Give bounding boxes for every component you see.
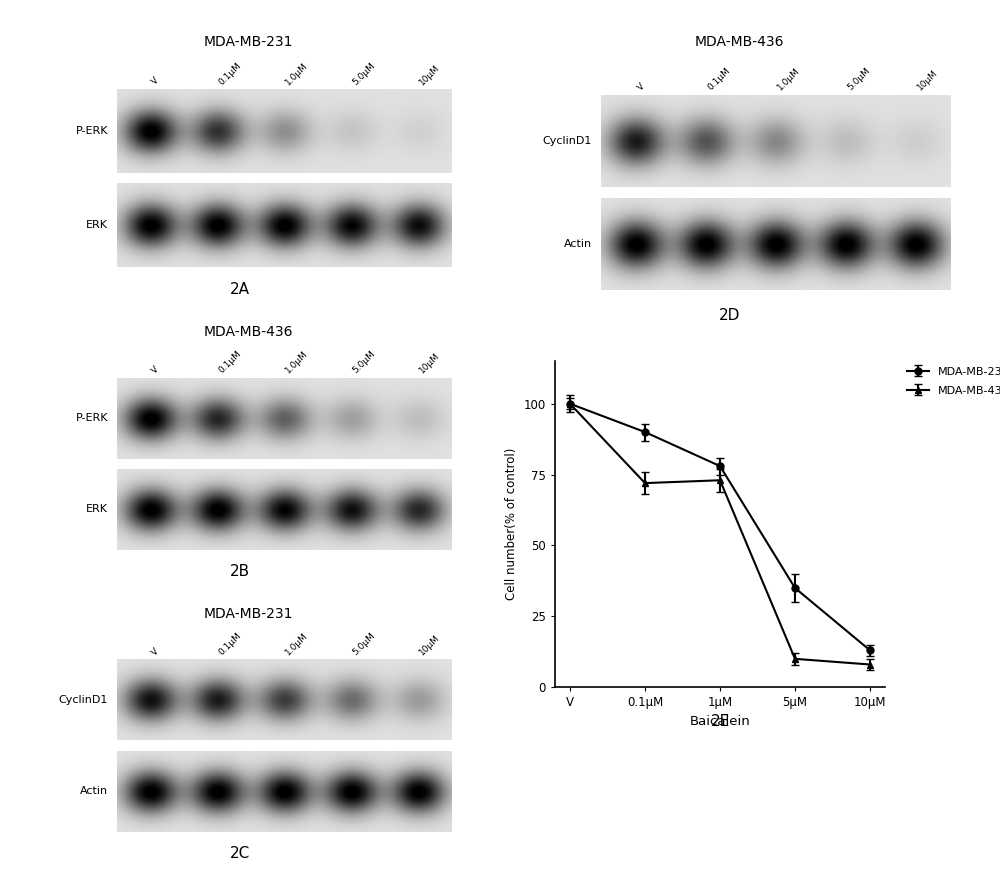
Text: MDA-MB-231: MDA-MB-231 bbox=[204, 34, 294, 48]
Text: 5.0μM: 5.0μM bbox=[846, 66, 872, 93]
Text: 2D: 2D bbox=[719, 308, 741, 323]
Text: 2B: 2B bbox=[230, 564, 250, 579]
Text: MDA-MB-231: MDA-MB-231 bbox=[204, 607, 294, 621]
Text: 10μM: 10μM bbox=[418, 633, 442, 657]
Text: CyclinD1: CyclinD1 bbox=[59, 695, 108, 705]
Bar bbox=[117, 469, 451, 550]
Text: 1.0μM: 1.0μM bbox=[776, 66, 802, 93]
Text: V: V bbox=[150, 365, 161, 375]
Text: 10μM: 10μM bbox=[418, 352, 442, 375]
Text: 0.1μM: 0.1μM bbox=[217, 631, 243, 657]
X-axis label: Baicalein: Baicalein bbox=[690, 714, 750, 728]
Text: MDA-MB-436: MDA-MB-436 bbox=[204, 325, 294, 339]
Text: 2A: 2A bbox=[230, 282, 250, 297]
Bar bbox=[117, 89, 451, 173]
Text: ERK: ERK bbox=[86, 505, 108, 515]
Text: 10μM: 10μM bbox=[916, 69, 940, 93]
Legend: MDA-MB-231, MDA-MB-436: MDA-MB-231, MDA-MB-436 bbox=[907, 366, 1000, 396]
Text: 5.0μM: 5.0μM bbox=[351, 61, 377, 86]
Text: 1.0μM: 1.0μM bbox=[284, 631, 310, 657]
Text: P-ERK: P-ERK bbox=[76, 126, 108, 136]
Text: V: V bbox=[150, 76, 161, 86]
Text: 0.1μM: 0.1μM bbox=[217, 61, 243, 86]
Text: 1.0μM: 1.0μM bbox=[284, 349, 310, 375]
Bar bbox=[601, 199, 951, 290]
Text: P-ERK: P-ERK bbox=[76, 413, 108, 423]
Bar bbox=[117, 183, 451, 267]
Text: 2C: 2C bbox=[230, 846, 250, 861]
Text: Actin: Actin bbox=[564, 240, 592, 249]
Text: 10μM: 10μM bbox=[418, 63, 442, 86]
Text: 2E: 2E bbox=[710, 714, 730, 729]
Text: Actin: Actin bbox=[80, 787, 108, 796]
Text: V: V bbox=[636, 82, 647, 93]
Y-axis label: Cell number(% of control): Cell number(% of control) bbox=[505, 448, 518, 600]
Text: ERK: ERK bbox=[86, 220, 108, 230]
Text: CyclinD1: CyclinD1 bbox=[543, 136, 592, 146]
Text: MDA-MB-436: MDA-MB-436 bbox=[694, 35, 784, 49]
Text: 1.0μM: 1.0μM bbox=[284, 61, 310, 86]
Text: 5.0μM: 5.0μM bbox=[351, 349, 377, 375]
Text: V: V bbox=[150, 647, 161, 657]
Bar bbox=[117, 660, 451, 740]
Bar bbox=[117, 378, 451, 458]
Text: 0.1μM: 0.1μM bbox=[217, 349, 243, 375]
Bar bbox=[117, 751, 451, 832]
Bar bbox=[601, 95, 951, 187]
Text: 5.0μM: 5.0μM bbox=[351, 631, 377, 657]
Text: 0.1μM: 0.1μM bbox=[706, 66, 732, 93]
